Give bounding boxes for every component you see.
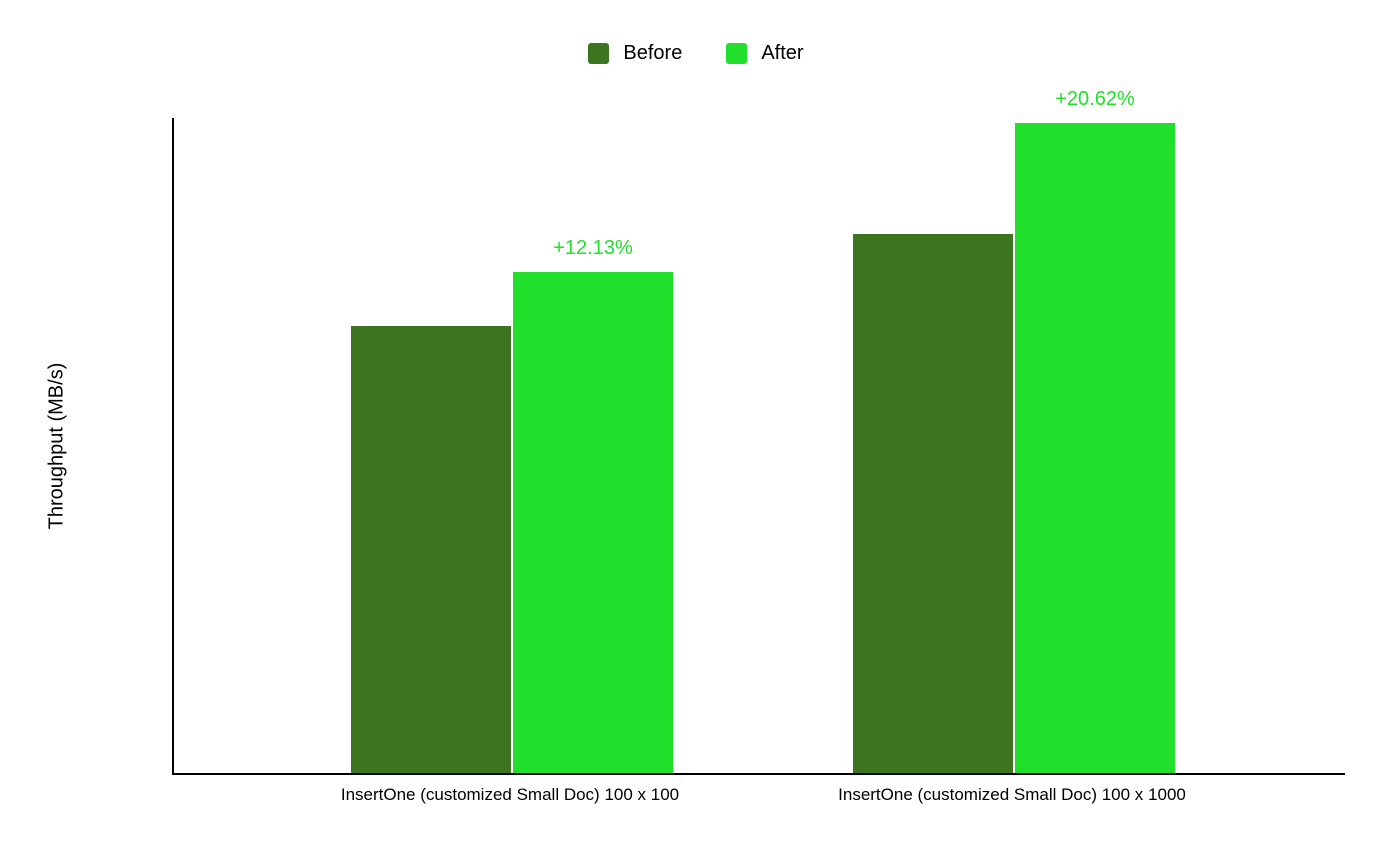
- x-label-group2: InsertOne (customized Small Doc) 100 x 1…: [838, 785, 1186, 804]
- legend: Before After: [0, 42, 1392, 65]
- legend-item-before: Before: [588, 42, 682, 65]
- x-axis-labels: InsertOne (customized Small Doc) 100 x 1…: [172, 785, 1345, 815]
- y-axis-title: Throughput (MB/s): [45, 362, 68, 530]
- legend-item-after: After: [726, 42, 804, 65]
- legend-swatch-before: [588, 43, 610, 64]
- plot-area: +12.13% +20.62%: [172, 88, 1345, 775]
- x-label-group1: InsertOne (customized Small Doc) 100 x 1…: [340, 785, 680, 804]
- legend-label-after: After: [761, 42, 804, 64]
- legend-label-before: Before: [623, 42, 683, 64]
- bar-before-group2: [853, 234, 1013, 773]
- bar-after-group2: [1015, 123, 1175, 773]
- annotation-group1: +12.13%: [553, 237, 633, 259]
- legend-swatch-after: [726, 43, 748, 64]
- annotation-group2: +20.62%: [1055, 88, 1135, 110]
- bar-after-group1: [513, 272, 673, 773]
- bar-before-group1: [351, 326, 511, 773]
